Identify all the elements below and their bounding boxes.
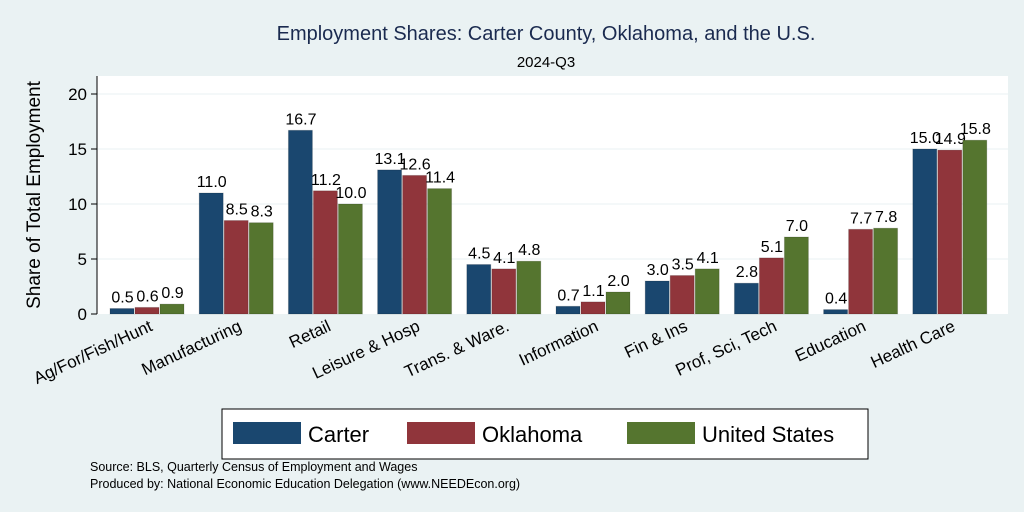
data-label: 0.5 bbox=[111, 290, 133, 307]
data-label: 0.6 bbox=[136, 288, 158, 305]
data-label: 1.1 bbox=[582, 283, 604, 300]
y-tick-label: 0 bbox=[78, 305, 87, 324]
bar-oklahoma bbox=[134, 306, 160, 315]
data-label: 5.1 bbox=[761, 239, 783, 256]
bar-oklahoma bbox=[580, 301, 606, 315]
data-label: 7.8 bbox=[875, 209, 897, 226]
bar-oklahoma bbox=[848, 228, 874, 315]
data-label: 4.1 bbox=[697, 250, 719, 267]
category-label: Manufacturing bbox=[139, 316, 245, 379]
data-label: 16.7 bbox=[285, 111, 316, 128]
bar-carter bbox=[733, 282, 759, 315]
bar-united-states bbox=[427, 188, 453, 315]
bar-united-states bbox=[337, 203, 363, 315]
legend-box bbox=[221, 408, 869, 460]
y-axis-ticks: 0 5 10 15 20 bbox=[68, 85, 97, 324]
data-label: 0.7 bbox=[557, 287, 579, 304]
bar-carter bbox=[466, 264, 492, 315]
legend-label-oklahoma: Oklahoma bbox=[482, 422, 583, 447]
data-label: 7.0 bbox=[786, 218, 808, 235]
category-label: Information bbox=[516, 316, 601, 369]
bar-carter bbox=[109, 308, 135, 315]
bar-oklahoma bbox=[402, 174, 428, 315]
category-label: Health Care bbox=[868, 316, 958, 372]
bar-united-states bbox=[248, 222, 274, 315]
chart-title: Employment Shares: Carter County, Oklaho… bbox=[277, 23, 816, 45]
category-label: Prof, Sci, Tech bbox=[673, 316, 780, 379]
bars: 0.5 0.6 0.911.08.5 8.316.711.210.013.112.61… bbox=[109, 111, 991, 315]
data-label: 0.9 bbox=[161, 285, 183, 302]
bar-carter bbox=[823, 309, 849, 315]
data-label: 15.8 bbox=[960, 121, 991, 138]
data-label: 3.0 bbox=[647, 262, 669, 279]
legend-swatch-carter bbox=[233, 422, 301, 444]
y-tick-label: 20 bbox=[68, 85, 87, 104]
bar-united-states bbox=[159, 303, 185, 315]
y-tick-label: 15 bbox=[68, 140, 87, 159]
source-note: Source: BLS, Quarterly Census of Employm… bbox=[90, 460, 417, 474]
legend-swatch-united-states bbox=[627, 422, 695, 444]
category-label: Education bbox=[792, 316, 869, 365]
y-tick-label: 10 bbox=[68, 195, 87, 214]
bar-carter bbox=[644, 280, 670, 315]
bar-oklahoma bbox=[223, 220, 249, 315]
bar-oklahoma bbox=[937, 149, 963, 315]
bar-united-states bbox=[873, 227, 899, 315]
y-tick-label: 5 bbox=[78, 250, 87, 269]
bar-carter bbox=[198, 192, 224, 315]
data-label: 10.0 bbox=[335, 185, 366, 202]
producer-note: Produced by: National Economic Education… bbox=[90, 477, 520, 491]
bar-carter bbox=[287, 129, 313, 315]
bar-oklahoma bbox=[312, 190, 338, 315]
bar-united-states bbox=[962, 139, 988, 315]
bar-united-states bbox=[783, 236, 809, 315]
y-axis-label: Share of Total Employment bbox=[24, 80, 45, 308]
data-label: 4.8 bbox=[518, 242, 540, 259]
legend-swatch-oklahoma bbox=[407, 422, 475, 444]
data-label: 15.0 bbox=[910, 130, 941, 147]
data-label: 12.6 bbox=[400, 156, 431, 173]
bar-carter bbox=[912, 148, 938, 315]
legend: Carter Oklahoma United States bbox=[221, 408, 869, 460]
category-label: Retail bbox=[286, 316, 333, 352]
category-label: Ag/For/Fish/Hunt bbox=[31, 316, 156, 388]
bar-united-states bbox=[605, 291, 631, 315]
bar-oklahoma bbox=[669, 275, 695, 315]
bar-carter bbox=[377, 169, 403, 315]
category-label: Fin & Ins bbox=[622, 316, 691, 362]
legend-label-united-states: United States bbox=[702, 422, 834, 447]
data-label: 11.2 bbox=[311, 172, 341, 189]
data-label: 11.4 bbox=[425, 170, 455, 187]
bar-united-states bbox=[516, 260, 542, 315]
data-label: 8.3 bbox=[251, 204, 273, 221]
chart-subtitle: 2024-Q3 bbox=[517, 54, 575, 71]
bar-oklahoma bbox=[491, 268, 517, 315]
data-label: 4.1 bbox=[493, 250, 515, 267]
data-label: 3.5 bbox=[672, 257, 694, 274]
data-label: 13.1 bbox=[375, 151, 406, 168]
legend-label-carter: Carter bbox=[308, 422, 369, 447]
data-label: 0.4 bbox=[825, 291, 847, 308]
data-label: 7.7 bbox=[850, 210, 872, 227]
data-label: 2.8 bbox=[736, 264, 758, 281]
bar-oklahoma bbox=[758, 257, 784, 315]
bar-united-states bbox=[694, 268, 720, 315]
bar-carter bbox=[555, 305, 581, 315]
data-label: 4.5 bbox=[468, 246, 490, 263]
data-label: 14.9 bbox=[935, 131, 966, 148]
data-label: 11.0 bbox=[197, 174, 227, 191]
data-label: 8.5 bbox=[226, 202, 248, 219]
data-label: 2.0 bbox=[607, 273, 629, 290]
